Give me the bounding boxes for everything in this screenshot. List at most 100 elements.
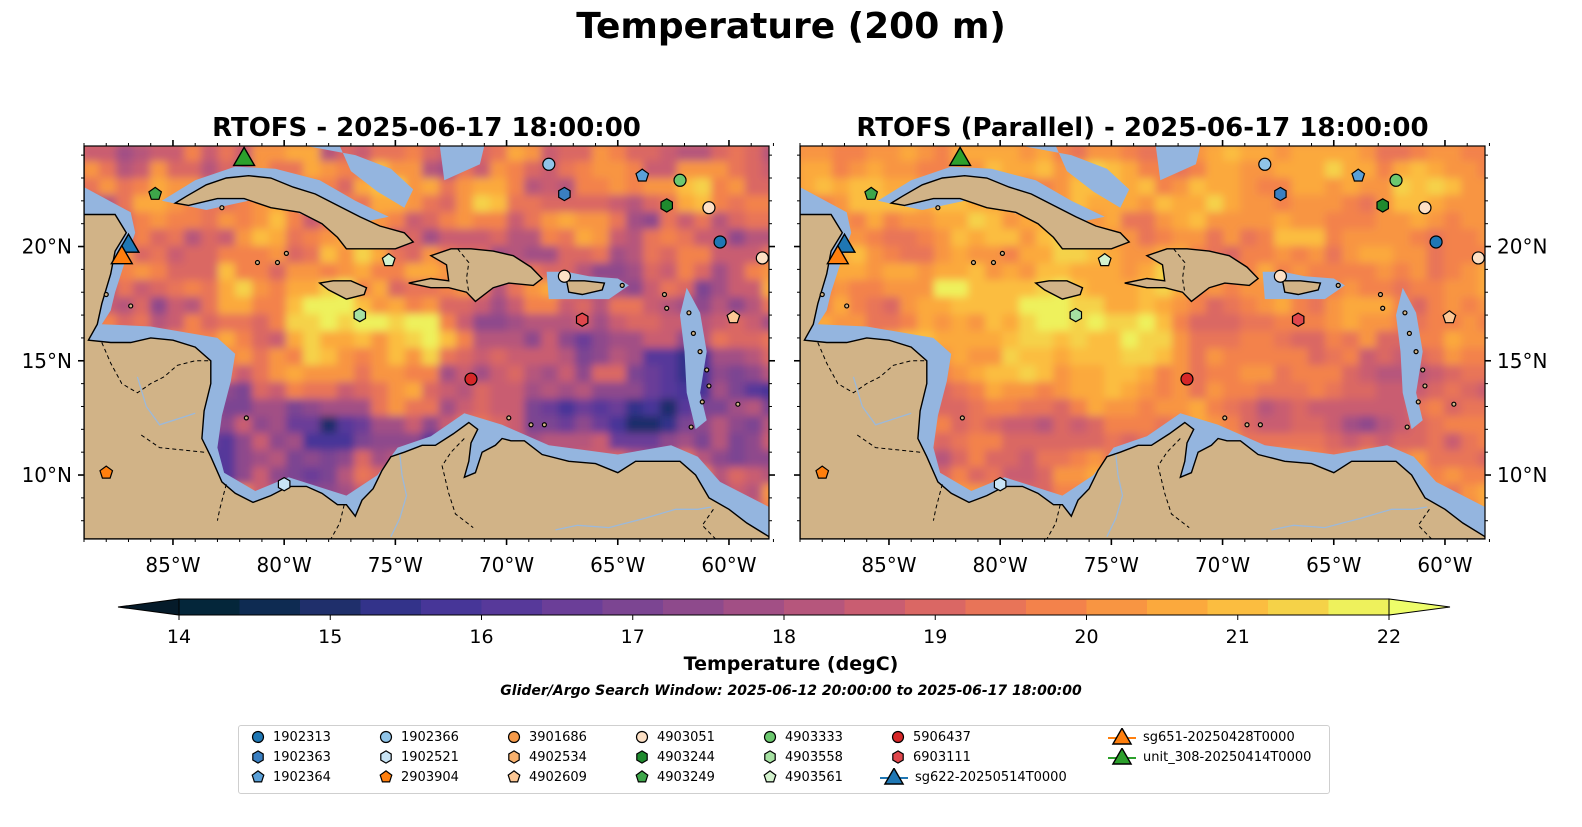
legend-label: unit_308-20250414T0000 <box>1143 749 1312 765</box>
legend-symbol <box>379 770 393 783</box>
colorbar-tick-label: 20 <box>1074 626 1098 648</box>
legend-marker-icon <box>764 750 776 764</box>
small-island <box>103 291 109 298</box>
small-island <box>1257 422 1263 428</box>
landmass <box>565 280 606 296</box>
float-marker <box>558 186 571 202</box>
lon-tick-label: 80°W <box>257 553 312 577</box>
colorbar-extend-high <box>1388 598 1451 616</box>
small-island <box>1380 305 1386 311</box>
country-border <box>101 342 211 394</box>
panel-title-rtofs-parallel: RTOFS (Parallel) - 2025-06-17 18:00:00 <box>856 113 1429 143</box>
colorbar-segment <box>421 599 483 615</box>
legend-entry: 4903333 <box>761 728 843 746</box>
legend-symbol <box>763 730 777 744</box>
small-island <box>686 310 692 316</box>
landmass <box>84 146 769 539</box>
small-island <box>1222 415 1228 421</box>
small-island <box>1377 291 1384 298</box>
colorbar-segment <box>1147 599 1209 615</box>
legend-entry: 1902521 <box>377 748 459 766</box>
legend-label: 3901686 <box>529 729 587 745</box>
country-border <box>330 504 345 539</box>
legend-label: 4903051 <box>657 729 715 745</box>
country-border <box>216 484 227 521</box>
small-island <box>706 383 712 389</box>
legend-entry: 4903561 <box>761 768 843 786</box>
legend-symbol <box>892 750 904 764</box>
colorbar-tick-label: 15 <box>318 626 342 648</box>
legend-marker-icon <box>379 730 393 744</box>
country-border <box>1157 438 1190 528</box>
colorbar-segment <box>1086 599 1148 615</box>
legend-marker-icon <box>635 730 649 744</box>
legend-entry: 1902313 <box>249 728 331 746</box>
float-marker <box>755 251 769 265</box>
country-border <box>441 438 474 528</box>
legend-entry: 2903904 <box>377 768 459 786</box>
shallow-shelf <box>439 146 485 181</box>
landmass <box>1281 280 1322 296</box>
small-island <box>283 250 289 256</box>
lat-tick-label: 20°N <box>1497 235 1547 259</box>
legend-marker-icon <box>380 750 392 764</box>
lat-tick-label: 10°N <box>1497 463 1547 487</box>
shallow-shelf <box>1155 146 1201 181</box>
map-area <box>800 146 1485 539</box>
colorbar-segment <box>965 599 1027 615</box>
legend-marker-icon <box>636 750 648 764</box>
colorbar-segment <box>784 599 846 615</box>
lat-tick-label: 15°N <box>22 349 72 373</box>
legend-label: 1902366 <box>401 729 459 745</box>
float-marker <box>557 269 571 283</box>
float-marker <box>353 307 367 323</box>
float-marker <box>660 198 674 213</box>
colorbar-segment <box>360 599 422 615</box>
colorbar-segment <box>602 599 664 615</box>
float-marker <box>1180 372 1194 386</box>
legend-label: 4903333 <box>785 729 843 745</box>
legend: 1902313 1902363 1902364 1902366 1902521 29039… <box>238 725 1330 794</box>
small-island <box>690 330 696 336</box>
country-border <box>1046 504 1061 539</box>
legend-symbol <box>508 750 520 764</box>
legend-marker-icon <box>635 770 649 783</box>
small-island <box>1451 401 1457 407</box>
small-island <box>661 291 668 298</box>
legend-symbol <box>763 770 777 783</box>
legend-marker-icon <box>891 730 905 744</box>
colorbar-segment <box>300 599 362 615</box>
legend-label: 4902609 <box>529 769 587 785</box>
float-marker <box>993 476 1007 492</box>
legend-marker-icon <box>507 770 521 783</box>
colorbar: 14 15 16 17 18 19 20 21 22 <box>117 598 1451 648</box>
small-island <box>541 422 547 428</box>
legend-entry: 5906437 <box>889 728 971 746</box>
legend-entry: unit_308-20250414T0000 <box>1107 748 1311 766</box>
figure-title: Temperature (200 m) <box>576 6 1006 47</box>
colorbar-segment <box>844 599 906 615</box>
map-area <box>84 146 769 539</box>
colorbar-segment <box>663 599 725 615</box>
lon-tick-label: 80°W <box>973 553 1028 577</box>
legend-entry: 4902609 <box>505 768 587 786</box>
legend-symbol <box>251 770 265 783</box>
float-marker <box>948 146 972 167</box>
legend-label: 4903561 <box>785 769 843 785</box>
legend-marker-icon <box>251 770 265 783</box>
small-island <box>970 259 977 266</box>
colorbar-segment <box>179 599 241 615</box>
map-ticks <box>78 140 775 545</box>
legend-label: sg622-20250514T0000 <box>915 769 1067 785</box>
small-island <box>1335 282 1341 288</box>
small-island <box>999 250 1005 256</box>
landmass <box>173 174 415 250</box>
landmass <box>800 146 1485 539</box>
map-frame <box>83 145 770 540</box>
colorbar-segment <box>905 599 967 615</box>
legend-symbol <box>636 750 648 764</box>
small-island <box>688 424 694 430</box>
float-marker <box>148 186 163 200</box>
colorbar-label: Temperature (degC) <box>683 653 899 675</box>
legend-entry: 1902366 <box>377 728 459 746</box>
